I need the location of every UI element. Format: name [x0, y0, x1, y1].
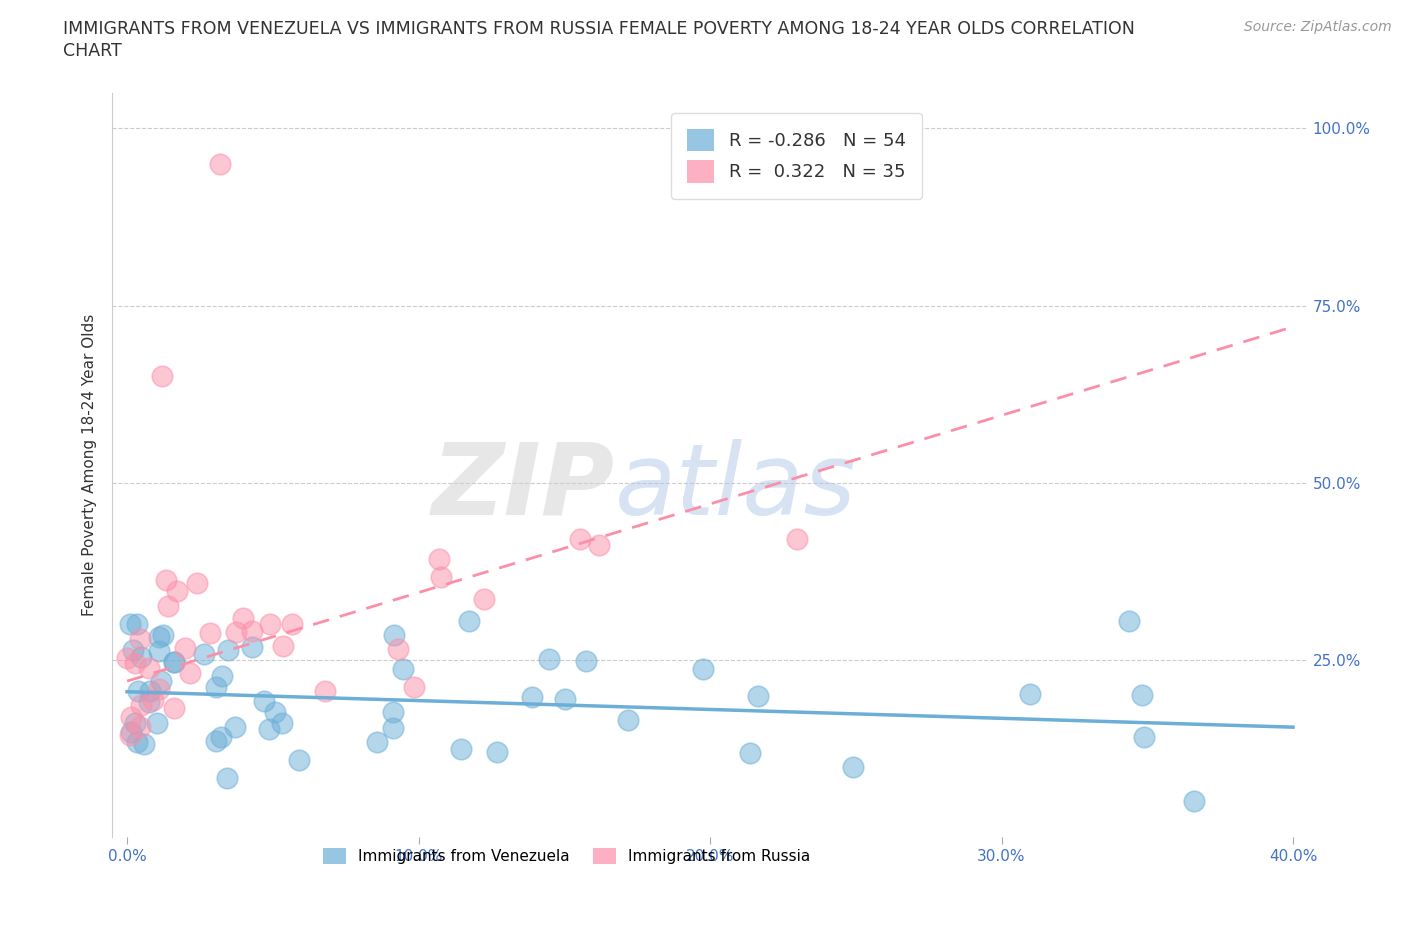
Point [472, 591, 495, 606]
Point [138, 660, 160, 675]
Point [156, 598, 179, 613]
Point [124, 716, 146, 731]
Point [387, 642, 409, 657]
Point [382, 721, 405, 736]
Point [271, 638, 294, 653]
Point [200, 626, 222, 641]
Point [120, 710, 142, 724]
Point [270, 716, 292, 731]
Point [486, 745, 509, 760]
Point [148, 682, 170, 697]
Point [382, 705, 405, 720]
Point [280, 617, 302, 631]
Point [554, 691, 576, 706]
Point [145, 715, 167, 730]
Point [186, 576, 208, 591]
Point [152, 627, 174, 642]
Point [786, 532, 808, 547]
Point [314, 684, 336, 698]
Legend: Immigrants from Venezuela, Immigrants from Russia: Immigrants from Venezuela, Immigrants fr… [316, 842, 817, 870]
Point [842, 760, 865, 775]
Point [402, 680, 425, 695]
Point [747, 689, 769, 704]
Point [138, 694, 160, 709]
Point [162, 700, 184, 715]
Point [240, 639, 263, 654]
Point [217, 770, 239, 785]
Point [120, 727, 142, 742]
Point [1133, 730, 1156, 745]
Point [225, 624, 247, 639]
Point [288, 752, 311, 767]
Point [131, 698, 153, 712]
Point [264, 705, 287, 720]
Point [450, 742, 472, 757]
Point [179, 665, 201, 680]
Point [149, 673, 172, 688]
Point [259, 617, 281, 631]
Text: ZIP: ZIP [432, 439, 614, 536]
Point [1130, 687, 1153, 702]
Point [120, 724, 142, 739]
Point [366, 734, 388, 749]
Point [193, 646, 215, 661]
Point [127, 684, 149, 698]
Point [129, 719, 152, 734]
Point [252, 694, 274, 709]
Point [124, 656, 146, 671]
Point [163, 655, 186, 670]
Point [382, 628, 405, 643]
Point [138, 684, 160, 698]
Point [392, 661, 415, 676]
Point [538, 651, 561, 666]
Point [569, 532, 592, 547]
Point [122, 643, 145, 658]
Point [232, 611, 254, 626]
Point [115, 650, 138, 665]
Point [127, 735, 149, 750]
Point [240, 623, 263, 638]
Text: CHART: CHART [63, 42, 122, 60]
Point [162, 655, 184, 670]
Text: IMMIGRANTS FROM VENEZUELA VS IMMIGRANTS FROM RUSSIA FEMALE POVERTY AMONG 18-24 Y: IMMIGRANTS FROM VENEZUELA VS IMMIGRANTS … [63, 20, 1135, 38]
Point [148, 630, 170, 644]
Point [1182, 794, 1205, 809]
Point [224, 720, 246, 735]
Point [166, 583, 188, 598]
Point [142, 693, 165, 708]
Point [575, 654, 598, 669]
Point [205, 679, 228, 694]
Point [740, 746, 762, 761]
Point [173, 640, 195, 655]
Point [131, 650, 153, 665]
Text: Source: ZipAtlas.com: Source: ZipAtlas.com [1244, 20, 1392, 34]
Point [427, 551, 450, 566]
Point [205, 734, 228, 749]
Point [150, 369, 173, 384]
Point [430, 570, 453, 585]
Point [217, 642, 239, 657]
Point [522, 689, 544, 704]
Point [129, 632, 152, 647]
Y-axis label: Female Poverty Among 18-24 Year Olds: Female Poverty Among 18-24 Year Olds [82, 314, 97, 617]
Point [125, 617, 148, 631]
Point [209, 156, 232, 171]
Point [134, 737, 156, 751]
Point [692, 661, 714, 676]
Point [120, 617, 142, 631]
Point [588, 538, 610, 552]
Point [457, 614, 479, 629]
Point [1118, 614, 1140, 629]
Point [211, 669, 233, 684]
Point [148, 644, 170, 658]
Point [1018, 686, 1040, 701]
Point [209, 730, 232, 745]
Point [155, 572, 177, 587]
Text: atlas: atlas [614, 439, 856, 536]
Point [259, 722, 281, 737]
Point [617, 712, 640, 727]
